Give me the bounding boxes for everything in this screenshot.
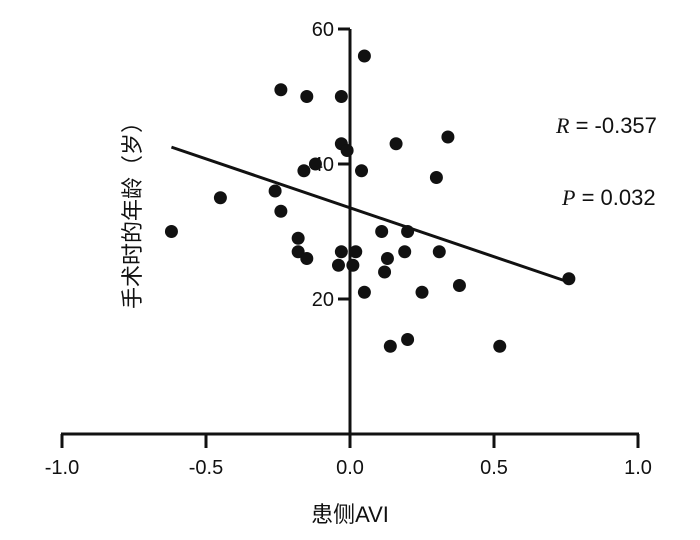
data-point [380,252,394,265]
data-point [383,339,397,353]
data-point [398,245,412,259]
data-point [300,90,314,103]
data-point [429,171,443,184]
data-point [452,279,466,292]
data-point [357,285,371,299]
p-value: = 0.032 [575,185,655,210]
data-point [331,258,345,272]
data-point [308,157,322,171]
x-tick-label: 0.0 [336,457,364,479]
p-label: P [561,185,575,210]
data-point [401,333,415,346]
data-point [300,252,314,265]
x-ticks: -1.0 -0.5 0.0 0.5 1.0 [45,434,652,479]
y-tick-label: 20 [312,289,334,311]
p-stat: P = 0.032 [561,185,656,210]
r-value: = -0.357 [569,113,656,138]
data-point [378,265,392,279]
data-point [334,245,348,259]
data-point [334,90,348,103]
data-points [164,49,576,353]
data-point [432,245,446,259]
data-point [274,204,288,218]
regression-line [170,145,570,284]
x-axis-title: 患侧AVI [311,502,389,527]
data-point [375,225,389,238]
data-point [346,258,360,272]
data-point [562,272,576,286]
data-point [355,164,369,178]
data-point [213,191,227,205]
data-point [274,83,288,97]
data-point [268,184,282,198]
data-point [349,245,363,259]
data-point [401,225,415,238]
data-point [340,144,354,157]
y-tick-label: 60 [312,19,334,41]
data-point [164,225,178,238]
data-point [441,130,455,144]
x-tick-label: -1.0 [45,457,79,479]
axes [61,29,639,436]
x-tick-label: -0.5 [189,457,223,479]
x-tick-label: 0.5 [480,457,508,479]
r-label: R [555,113,570,138]
data-point [493,339,507,353]
data-point [415,285,429,299]
data-point [297,164,311,178]
r-stat: R = -0.357 [555,113,657,138]
data-point [357,49,371,63]
correlation-annotation: R = -0.357 P = 0.032 [555,113,657,210]
y-axis-title: 手术时的年龄（岁） [120,111,145,309]
data-point [389,137,403,151]
data-point [291,231,305,245]
x-tick-label: 1.0 [624,457,652,479]
